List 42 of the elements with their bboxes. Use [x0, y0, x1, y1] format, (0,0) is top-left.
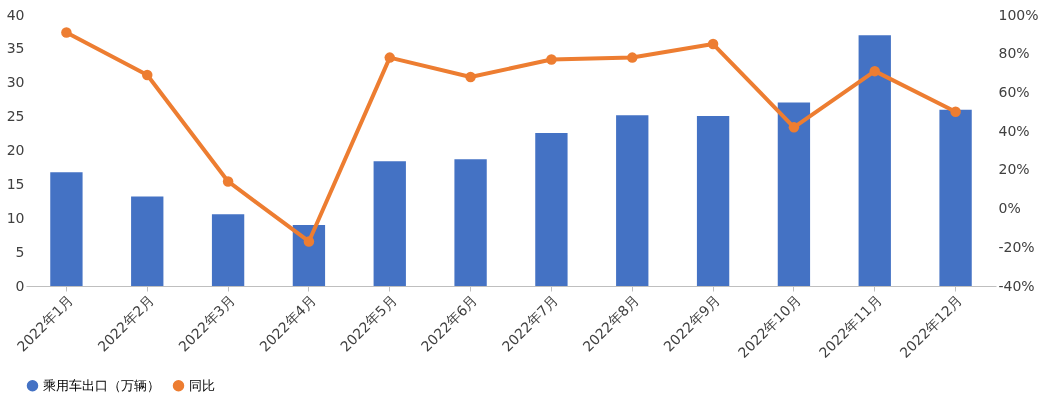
bar [131, 196, 164, 286]
y-tick-label: 20 [6, 142, 25, 158]
bar [696, 115, 730, 286]
bar [939, 109, 972, 286]
y-tick-label: 30 [6, 74, 25, 91]
point [627, 52, 638, 63]
y2-tick-label: 40% [998, 122, 1030, 139]
bar [373, 161, 406, 286]
y-tick-label: 35 [6, 40, 25, 57]
y-tick-label: 40 [6, 6, 25, 23]
point [950, 106, 961, 118]
bar [616, 115, 649, 286]
point [142, 69, 153, 81]
y2-tick-label: 80% [998, 45, 1030, 62]
bar [211, 214, 245, 286]
point [465, 71, 476, 83]
legend-label: 同比 [189, 377, 215, 393]
bar [50, 172, 83, 286]
point [222, 176, 234, 187]
y2-tick-label: 60% [998, 83, 1030, 100]
y-tick-label: 25 [6, 108, 25, 125]
point [707, 38, 719, 50]
point [61, 27, 72, 38]
y2-tick-label: 20% [998, 161, 1030, 178]
point [788, 122, 800, 133]
bar [454, 159, 487, 286]
y-tick-label: 15 [6, 175, 25, 192]
y-tick-label: 10 [6, 209, 25, 226]
y2-tick-label: -20% [998, 238, 1035, 255]
y-tick-label: 5 [15, 243, 25, 260]
y-tick-label: 0 [15, 277, 25, 294]
bar [535, 132, 568, 286]
y2-tick-label: 0% [998, 200, 1021, 217]
point [546, 54, 557, 65]
point [303, 236, 315, 247]
legend-label: 乘用车出口（万辆） [43, 377, 160, 393]
point [869, 65, 880, 77]
bar [777, 102, 811, 286]
bar [858, 35, 891, 286]
y2-tick-label: -40% [998, 277, 1035, 294]
point [384, 52, 395, 63]
y2-tick-label: 100% [998, 6, 1039, 23]
